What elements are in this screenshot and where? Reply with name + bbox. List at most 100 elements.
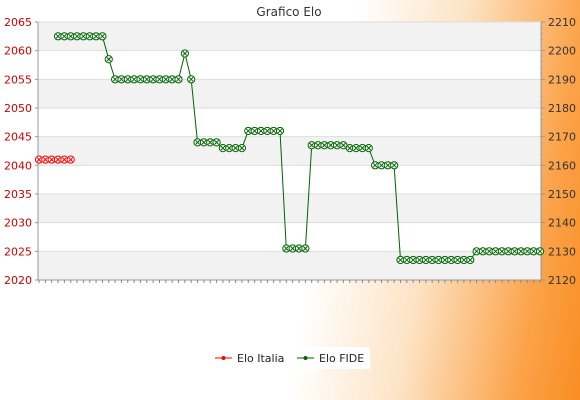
data-point-cross	[106, 56, 112, 62]
data-point-cross	[55, 33, 61, 39]
legend: Elo Italia Elo FIDE	[210, 347, 370, 369]
left-tick-label: 2050	[4, 102, 32, 115]
left-tick-label: 2025	[4, 245, 32, 258]
data-point-cross	[258, 128, 264, 134]
grid-band	[38, 79, 541, 108]
right-tick-label: 2190	[548, 73, 576, 86]
data-point-cross	[42, 157, 48, 162]
legend-label-elo-fide: Elo FIDE	[319, 352, 364, 365]
right-y-axis: 2120 2130 2140 2150 2160 2170 2180 2190 2200 2210	[540, 16, 576, 287]
data-point-cross	[68, 33, 74, 39]
data-point-cross	[277, 128, 283, 134]
data-point-cross	[499, 248, 505, 254]
data-point-cross	[93, 33, 99, 39]
data-point-cross	[315, 142, 321, 148]
grid-band	[38, 194, 541, 223]
left-tick-label: 2060	[4, 45, 32, 58]
data-point-cross	[182, 51, 188, 56]
data-point-cross	[74, 33, 80, 39]
right-tick-label: 2120	[548, 274, 576, 287]
data-point-cross	[467, 257, 473, 263]
data-point-cross	[62, 157, 67, 162]
data-point-cross	[353, 145, 359, 151]
grid-band	[38, 136, 541, 166]
data-point-cross	[531, 248, 537, 254]
left-tick-label: 2065	[4, 16, 32, 29]
legend-label-elo-italia: Elo Italia	[237, 352, 284, 365]
data-point-cross	[239, 145, 245, 151]
right-tick-label: 2170	[548, 131, 576, 144]
legend-item-elo-italia: Elo Italia	[215, 352, 284, 365]
data-point-cross	[322, 142, 327, 148]
data-point-cross	[455, 257, 460, 263]
data-point-cross	[429, 257, 435, 263]
right-tick-label: 2160	[548, 159, 576, 172]
data-point-cross	[486, 248, 492, 254]
data-point-cross	[404, 257, 410, 263]
right-tick-label: 2180	[548, 102, 576, 115]
data-point-cross	[131, 76, 137, 82]
data-point-cross	[493, 248, 498, 254]
data-point-cross	[163, 76, 169, 82]
data-point-cross	[245, 128, 251, 134]
left-tick-label: 2040	[4, 159, 32, 172]
series-elo-italia	[34, 155, 75, 164]
data-point-cross	[537, 248, 543, 254]
data-point-cross	[157, 76, 162, 82]
data-point-cross	[264, 128, 270, 134]
data-point-cross	[87, 33, 93, 39]
data-point-cross	[119, 76, 124, 82]
data-point-cross	[334, 142, 340, 148]
legend-item-elo-fide: Elo FIDE	[297, 352, 364, 365]
data-point-cross	[505, 248, 511, 254]
data-point-cross	[290, 246, 296, 251]
data-point-cross	[474, 248, 479, 254]
left-tick-label: 2045	[4, 131, 32, 144]
right-tick-label: 2200	[548, 45, 576, 58]
data-point-cross	[436, 257, 441, 263]
data-point-cross	[448, 257, 454, 263]
data-point-cross	[188, 76, 194, 82]
data-point-cross	[461, 257, 467, 263]
data-point-cross	[195, 140, 200, 145]
left-tick-label: 2030	[4, 217, 32, 230]
data-point-cross	[201, 140, 207, 145]
data-point-cross	[480, 248, 486, 254]
legend-marker-elo-italia	[221, 356, 226, 360]
data-point-cross	[417, 257, 422, 263]
data-point-cross	[442, 257, 448, 263]
plot-background	[38, 22, 541, 280]
data-point-cross	[398, 257, 403, 263]
data-point-cross	[125, 76, 131, 82]
data-point-cross	[220, 145, 226, 151]
chart-title: Grafico Elo	[256, 5, 321, 19]
data-point-cross	[391, 162, 397, 168]
data-point-cross	[328, 142, 334, 148]
data-point-cross	[81, 33, 86, 39]
data-point-cross	[150, 76, 156, 82]
data-point-cross	[385, 162, 391, 168]
left-tick-label: 2055	[4, 73, 32, 86]
data-point-cross	[252, 128, 257, 134]
data-point-cross	[512, 248, 517, 254]
grid-band	[38, 22, 541, 51]
data-point-cross	[372, 162, 378, 168]
data-point-cross	[360, 145, 365, 151]
left-y-axis: 2020 2025 2030 2035 2040 2045 2050 2055 2060 2065	[4, 16, 39, 287]
data-point-cross	[233, 145, 238, 151]
data-point-cross	[36, 157, 42, 162]
data-point-cross	[226, 145, 232, 151]
data-point-cross	[518, 248, 524, 254]
data-point-cross	[410, 257, 416, 263]
right-tick-label: 2130	[548, 245, 576, 258]
data-point-cross	[283, 246, 289, 251]
data-point-cross	[423, 257, 429, 263]
series-elo-fide	[53, 32, 545, 265]
data-point-cross	[62, 33, 67, 39]
data-point-cross	[366, 145, 372, 151]
left-tick-label: 2020	[4, 274, 32, 287]
right-tick-label: 2140	[548, 217, 576, 230]
grid-band	[38, 251, 541, 280]
series-layer	[34, 32, 545, 265]
